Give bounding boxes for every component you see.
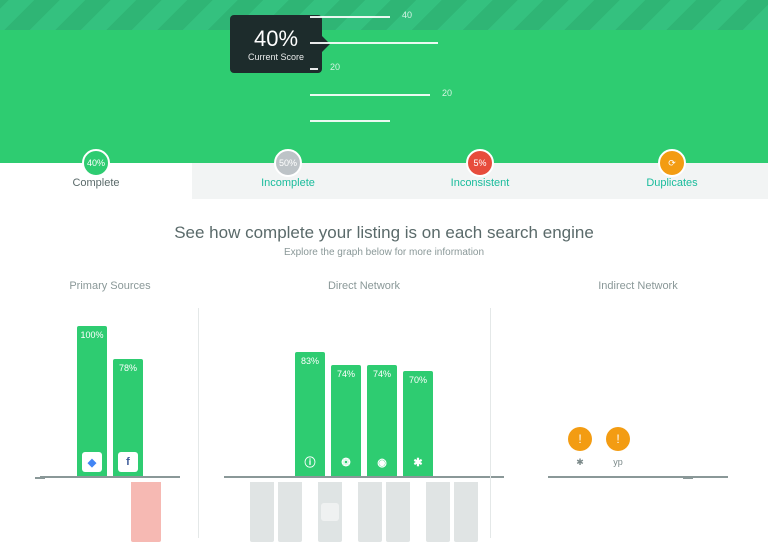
group-divider: [490, 308, 491, 538]
score-badge: 40% Current Score: [230, 15, 322, 73]
marker-wrap[interactable]: !✱: [568, 427, 592, 468]
score-label: Current Score: [248, 52, 304, 62]
under-bar: [358, 482, 382, 542]
gauge-label: 20: [330, 62, 340, 72]
bars-area: 100% ◆ 78% f: [40, 308, 180, 478]
axis-cap: [35, 477, 45, 479]
pin-icon: ◉: [372, 452, 392, 472]
gauge-line: [310, 42, 438, 44]
gauge-line: 40: [310, 16, 390, 18]
under-bar: [426, 482, 450, 542]
gauge-label: 40: [402, 10, 412, 20]
under-bar: [318, 482, 342, 542]
chart-group: Direct Network 83% ⓘ 74% ❂ 74% ◉ 70% ✱: [224, 280, 504, 542]
tab-inconsistent[interactable]: 5%Inconsistent: [384, 163, 576, 199]
tab-complete[interactable]: 40%Complete: [0, 163, 192, 199]
under-bar: [386, 482, 410, 542]
under-bar: [278, 482, 302, 542]
tab-bar: 40%Complete50%Incomplete5%Inconsistent⟳D…: [0, 163, 768, 199]
section-headline: See how complete your listing is on each…: [0, 199, 768, 247]
buzz-icon: ❂: [336, 452, 356, 472]
tab-badge: ⟳: [658, 149, 686, 177]
bar[interactable]: 100% ◆: [77, 326, 107, 476]
group-title: Direct Network: [224, 280, 504, 292]
listing-chart: Primary Sources 100% ◆ 78% f Direct Network 83…: [0, 280, 768, 542]
chart-group: Indirect Network!✱!yp: [548, 280, 728, 542]
gauge-label: 20: [442, 88, 452, 98]
score-percentage: 40%: [254, 26, 298, 52]
under-bars: [40, 478, 180, 542]
bar[interactable]: 83% ⓘ: [295, 352, 325, 477]
google-maps-icon: ◆: [82, 452, 102, 472]
yelp-marker-icon: !: [568, 427, 592, 451]
under-spacer: [95, 482, 125, 542]
bar[interactable]: 70% ✱: [403, 371, 433, 476]
bar-percentage: 74%: [367, 369, 397, 379]
under-spacer: [59, 482, 89, 542]
chart-group: Primary Sources 100% ◆ 78% f: [40, 280, 180, 542]
group-title: Primary Sources: [40, 280, 180, 292]
bar-percentage: 78%: [113, 363, 143, 373]
axis-cap: [683, 477, 693, 479]
gauge-line: 20: [310, 94, 430, 96]
yelp-small-icon: ✱: [408, 452, 428, 472]
hero-banner: 40% Current Score 40 20 20: [0, 0, 768, 163]
under-bar: [131, 482, 161, 542]
under-bar: [454, 482, 478, 542]
bar-percentage: 70%: [403, 375, 433, 385]
section-subline: Explore the graph below for more informa…: [0, 247, 768, 258]
tab-label: Incomplete: [192, 177, 384, 189]
gauge-lines: 40 20 20: [310, 16, 438, 146]
under-spacer: [414, 482, 422, 542]
under-icon: [321, 503, 339, 521]
info-icon: ⓘ: [300, 452, 320, 472]
group-divider: [198, 308, 199, 538]
bar[interactable]: 74% ◉: [367, 365, 397, 476]
tab-duplicates[interactable]: ⟳Duplicates: [576, 163, 768, 199]
gauge-line: 20: [310, 68, 318, 70]
tab-label: Duplicates: [576, 177, 768, 189]
tab-incomplete[interactable]: 50%Incomplete: [192, 163, 384, 199]
tab-badge: 40%: [82, 149, 110, 177]
marker-sublabel: ✱: [568, 457, 592, 468]
group-title: Indirect Network: [548, 280, 728, 292]
marker-wrap[interactable]: ! yp: [606, 427, 630, 468]
gauge-line: [310, 120, 390, 122]
bars-area: 83% ⓘ 74% ❂ 74% ◉ 70% ✱: [224, 308, 504, 478]
marker-sublabel: yp: [606, 457, 630, 467]
tab-label: Complete: [0, 177, 192, 189]
bar[interactable]: 74% ❂: [331, 365, 361, 476]
under-bars: [224, 478, 504, 542]
under-bar: [250, 482, 274, 542]
under-spacer: [306, 482, 314, 542]
bar[interactable]: 78% f: [113, 359, 143, 476]
facebook-icon: f: [118, 452, 138, 472]
bar-percentage: 100%: [77, 330, 107, 340]
tab-badge: 5%: [466, 149, 494, 177]
bar-percentage: 83%: [295, 356, 325, 366]
yp-marker-icon: !: [606, 427, 630, 451]
bars-area: !✱!yp: [548, 308, 728, 478]
bar-percentage: 74%: [331, 369, 361, 379]
under-spacer: [346, 482, 354, 542]
tab-label: Inconsistent: [384, 177, 576, 189]
tab-badge: 50%: [274, 149, 302, 177]
